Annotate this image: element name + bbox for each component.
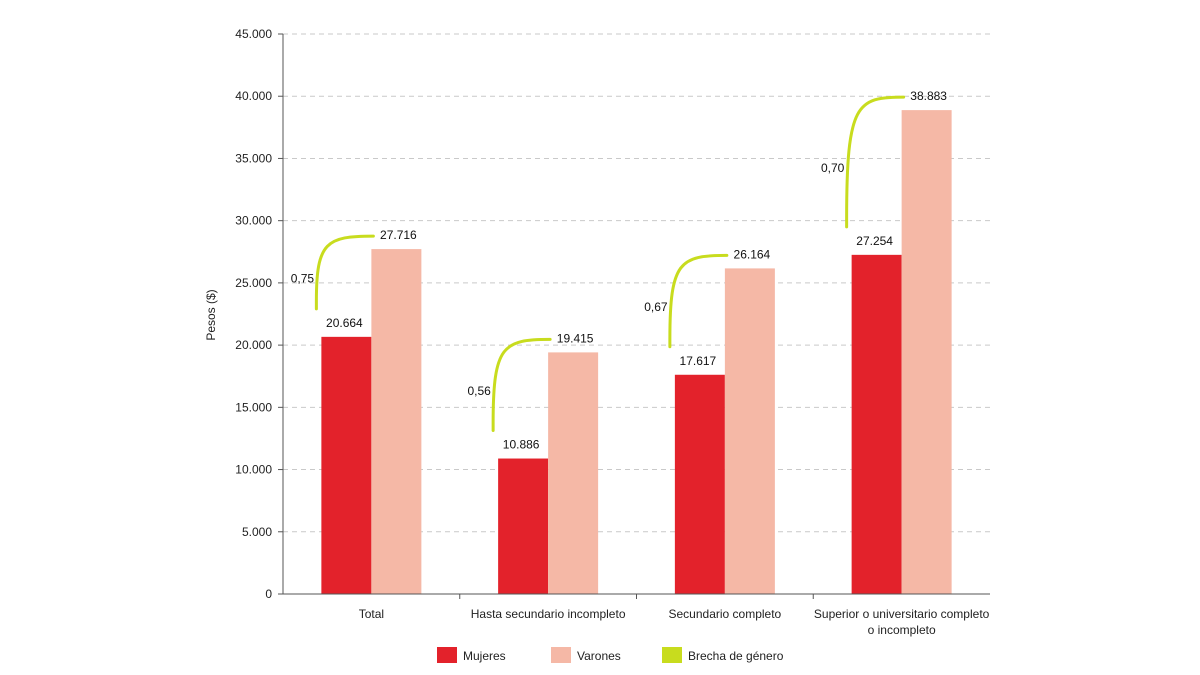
x-category-label: Superior o universitario completo o incom…: [814, 607, 990, 637]
y-tick-label: 5.000: [242, 525, 272, 539]
gap-label: 0,67: [644, 300, 668, 314]
bar-mujeres: [321, 336, 372, 594]
bar-varones: [901, 110, 952, 594]
legend: Mujeres Varones Brecha de género: [437, 647, 784, 663]
y-tick-label: 20.000: [235, 338, 272, 352]
bars: [321, 110, 952, 594]
gap-connector: [314, 234, 375, 311]
value-label-varones: 26.164: [734, 247, 771, 261]
y-axis-title: Pesos ($): [204, 289, 218, 340]
gap-label: 0,70: [821, 161, 845, 175]
y-tick-label: 15.000: [235, 400, 272, 414]
gap-connector: [668, 253, 729, 349]
y-tick-label: 0: [265, 587, 272, 601]
bar-mujeres: [851, 254, 902, 594]
bar-mujeres: [674, 374, 725, 594]
legend-swatch-brecha: [662, 647, 682, 663]
bar-varones: [371, 249, 422, 594]
value-label-mujeres: 17.617: [680, 354, 717, 368]
y-tick-label: 40.000: [235, 89, 272, 103]
y-tick-label: 25.000: [235, 276, 272, 290]
y-tick-label: 10.000: [235, 463, 272, 477]
gap-label: 0,56: [467, 384, 491, 398]
value-label-mujeres: 20.664: [326, 316, 363, 330]
axes: 0 5.000 10.000 15.000 20.000 25.000 30.000 35.0…: [235, 27, 990, 637]
value-label-mujeres: 10.886: [503, 438, 540, 452]
legend-label-mujeres: Mujeres: [463, 649, 506, 663]
data-labels: 20.664 27.716 0,75 10.886 19.415 0,56 17.617 26…: [291, 89, 948, 451]
legend-swatch-varones: [551, 647, 571, 663]
y-tick-label: 35.000: [235, 151, 272, 165]
legend-swatch-mujeres: [437, 647, 457, 663]
value-label-varones: 19.415: [557, 331, 594, 345]
bar-varones: [548, 352, 599, 594]
bar-mujeres: [498, 458, 549, 594]
x-category-label: Hasta secundario incompleto: [471, 607, 626, 621]
value-label-mujeres: 27.254: [856, 234, 893, 248]
y-tick-label: 45.000: [235, 27, 272, 41]
y-tick-label: 30.000: [235, 214, 272, 228]
gap-connector: [491, 337, 552, 433]
gender-gap-connectors: [314, 95, 906, 433]
x-category-label: Total: [359, 607, 384, 621]
gap-label: 0,75: [291, 271, 315, 285]
gap-connector: [845, 95, 906, 229]
value-label-varones: 38.883: [910, 89, 947, 103]
legend-label-brecha: Brecha de género: [688, 649, 784, 663]
legend-label-varones: Varones: [577, 649, 621, 663]
bar-varones: [724, 268, 775, 594]
value-label-varones: 27.716: [380, 228, 417, 242]
x-category-label: Secundario completo: [669, 607, 782, 621]
